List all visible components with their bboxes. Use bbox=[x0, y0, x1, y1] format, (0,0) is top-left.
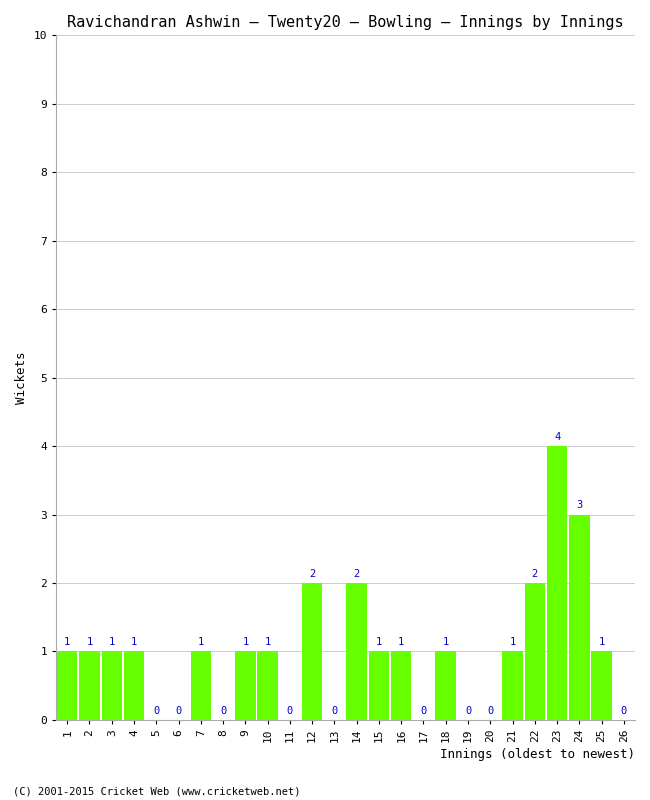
Text: 3: 3 bbox=[576, 501, 582, 510]
Text: 1: 1 bbox=[109, 638, 115, 647]
Text: 1: 1 bbox=[242, 638, 248, 647]
Text: 1: 1 bbox=[198, 638, 204, 647]
Text: 1: 1 bbox=[265, 638, 271, 647]
Bar bbox=[257, 651, 278, 720]
Bar bbox=[124, 651, 144, 720]
Bar bbox=[369, 651, 389, 720]
Text: 2: 2 bbox=[532, 569, 538, 579]
Bar bbox=[592, 651, 612, 720]
Text: 0: 0 bbox=[287, 706, 293, 716]
Text: 4: 4 bbox=[554, 432, 560, 442]
Bar bbox=[391, 651, 411, 720]
Bar bbox=[525, 583, 545, 720]
Bar bbox=[235, 651, 255, 720]
Y-axis label: Wickets: Wickets bbox=[15, 351, 28, 404]
Text: 1: 1 bbox=[64, 638, 70, 647]
Text: 0: 0 bbox=[220, 706, 226, 716]
Bar bbox=[547, 446, 567, 720]
Text: 1: 1 bbox=[376, 638, 382, 647]
Bar bbox=[57, 651, 77, 720]
Text: 1: 1 bbox=[131, 638, 137, 647]
Text: 0: 0 bbox=[487, 706, 493, 716]
Text: (C) 2001-2015 Cricket Web (www.cricketweb.net): (C) 2001-2015 Cricket Web (www.cricketwe… bbox=[13, 786, 300, 796]
Text: 0: 0 bbox=[621, 706, 627, 716]
Title: Ravichandran Ashwin – Twenty20 – Bowling – Innings by Innings: Ravichandran Ashwin – Twenty20 – Bowling… bbox=[67, 15, 624, 30]
Bar bbox=[569, 514, 590, 720]
Text: 1: 1 bbox=[510, 638, 515, 647]
Bar bbox=[436, 651, 456, 720]
Text: 0: 0 bbox=[465, 706, 471, 716]
Text: 1: 1 bbox=[398, 638, 404, 647]
Bar bbox=[101, 651, 122, 720]
Text: 2: 2 bbox=[354, 569, 360, 579]
Text: 0: 0 bbox=[153, 706, 159, 716]
Bar bbox=[190, 651, 211, 720]
Text: 0: 0 bbox=[421, 706, 426, 716]
Bar bbox=[79, 651, 99, 720]
Text: 0: 0 bbox=[332, 706, 337, 716]
X-axis label: Innings (oldest to newest): Innings (oldest to newest) bbox=[440, 748, 635, 761]
Text: 1: 1 bbox=[599, 638, 604, 647]
Bar bbox=[302, 583, 322, 720]
Text: 1: 1 bbox=[86, 638, 92, 647]
Bar bbox=[346, 583, 367, 720]
Text: 1: 1 bbox=[443, 638, 449, 647]
Bar bbox=[502, 651, 523, 720]
Text: 0: 0 bbox=[176, 706, 181, 716]
Text: 2: 2 bbox=[309, 569, 315, 579]
